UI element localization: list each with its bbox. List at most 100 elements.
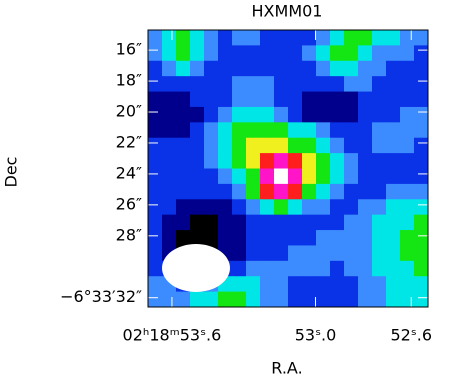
cell <box>176 199 191 216</box>
cell <box>358 106 373 123</box>
cell <box>232 260 247 277</box>
cell <box>400 45 415 62</box>
cell <box>386 168 401 185</box>
cell <box>274 260 289 277</box>
cell <box>302 45 317 62</box>
cell <box>274 91 289 108</box>
cell <box>218 76 233 93</box>
cell <box>330 60 345 77</box>
cell <box>260 91 275 108</box>
cell <box>190 291 205 308</box>
cell <box>260 30 275 46</box>
cell <box>162 122 177 139</box>
cell <box>302 291 317 308</box>
cell <box>204 60 219 77</box>
cell <box>274 291 289 308</box>
cell <box>358 230 373 246</box>
cell <box>414 137 429 154</box>
cell <box>162 214 177 231</box>
cell <box>148 76 163 93</box>
cell <box>288 199 303 216</box>
cell <box>288 276 303 293</box>
cell <box>190 183 205 200</box>
cell <box>358 245 373 262</box>
cell <box>260 153 275 169</box>
cell <box>302 153 317 169</box>
cell <box>176 137 191 154</box>
cell <box>386 276 401 293</box>
cell <box>372 76 387 93</box>
cell <box>344 245 359 262</box>
cell <box>400 260 415 277</box>
cell <box>176 30 191 46</box>
cell <box>414 291 429 308</box>
cell <box>274 214 289 231</box>
cell <box>386 122 401 139</box>
cell <box>386 291 401 308</box>
cell <box>372 60 387 77</box>
cell <box>148 122 163 139</box>
x-tick-label: 02ʰ18ᵐ53ˢ.6 <box>123 326 222 345</box>
cell <box>400 168 415 185</box>
cell <box>288 106 303 123</box>
cell <box>400 183 415 200</box>
y-tick-label: −6°33′32″ <box>60 287 142 306</box>
cell <box>246 153 261 169</box>
cell <box>288 76 303 93</box>
cell <box>190 30 205 46</box>
cell <box>372 91 387 108</box>
cell <box>330 122 345 139</box>
cell <box>316 30 331 46</box>
cell <box>316 45 331 62</box>
cell <box>204 122 219 139</box>
cell <box>302 245 317 262</box>
cell <box>260 106 275 123</box>
cell <box>162 153 177 169</box>
cell <box>386 91 401 108</box>
cell <box>232 106 247 123</box>
cell <box>372 276 387 293</box>
cell <box>162 91 177 108</box>
cell <box>316 199 331 216</box>
cell <box>330 199 345 216</box>
cell <box>344 291 359 308</box>
cell <box>414 183 429 200</box>
cell <box>148 45 163 62</box>
cell <box>246 230 261 246</box>
cell <box>274 183 289 200</box>
beam <box>162 244 230 292</box>
cell <box>386 153 401 169</box>
cell <box>190 199 205 216</box>
cell <box>302 106 317 123</box>
cell <box>176 106 191 123</box>
cell <box>148 30 163 46</box>
cell <box>400 106 415 123</box>
cell <box>372 106 387 123</box>
cell <box>316 91 331 108</box>
cell <box>400 76 415 93</box>
cell <box>148 230 163 246</box>
cell <box>232 30 247 46</box>
cell <box>176 60 191 77</box>
cell <box>400 122 415 139</box>
cell <box>372 137 387 154</box>
cell <box>344 76 359 93</box>
cell <box>400 30 415 46</box>
cell <box>372 30 387 46</box>
cell <box>414 76 429 93</box>
cell <box>302 199 317 216</box>
cell <box>232 168 247 185</box>
cell <box>316 168 331 185</box>
cell <box>218 60 233 77</box>
cell <box>344 230 359 246</box>
cell <box>400 137 415 154</box>
cell <box>232 76 247 93</box>
cell <box>372 214 387 231</box>
y-tick-label: 26″ <box>116 194 142 213</box>
cell <box>330 76 345 93</box>
cell <box>218 30 233 46</box>
cell <box>190 60 205 77</box>
cell <box>414 260 429 277</box>
cell <box>246 91 261 108</box>
cell <box>190 106 205 123</box>
